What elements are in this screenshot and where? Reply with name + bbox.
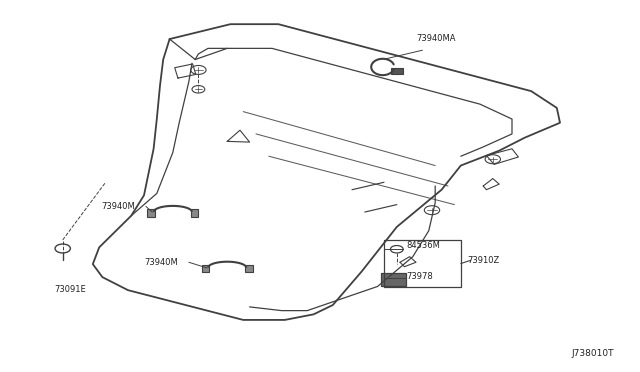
Text: 73910Z: 73910Z <box>467 256 499 265</box>
FancyBboxPatch shape <box>391 68 403 74</box>
Text: 73940MA: 73940MA <box>416 34 456 43</box>
Text: 84536M: 84536M <box>406 241 440 250</box>
FancyBboxPatch shape <box>202 265 209 272</box>
Text: 73978: 73978 <box>406 272 433 280</box>
Text: 73940M: 73940M <box>144 258 178 267</box>
FancyBboxPatch shape <box>147 209 155 217</box>
FancyBboxPatch shape <box>191 209 198 217</box>
FancyBboxPatch shape <box>381 273 406 286</box>
Text: 73940M: 73940M <box>101 202 135 211</box>
Text: 73091E: 73091E <box>54 285 86 294</box>
Text: J738010T: J738010T <box>572 349 614 358</box>
FancyBboxPatch shape <box>245 265 253 272</box>
